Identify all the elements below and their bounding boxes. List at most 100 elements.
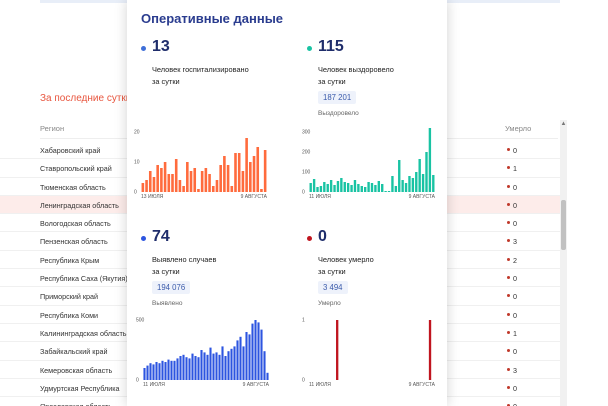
chart-bar[interactable] [167,359,170,380]
chart-bar[interactable] [381,184,384,192]
chart-bar[interactable] [204,168,208,192]
chart-bar[interactable] [343,182,346,192]
chart-bar[interactable] [219,165,222,192]
chart-bar[interactable] [367,182,370,192]
chart-bar[interactable] [252,156,256,192]
chart-bar[interactable] [404,183,408,192]
chart-bar[interactable] [211,186,215,192]
scrollbar-track[interactable] [560,120,567,406]
chart-bar[interactable] [152,364,155,380]
chart-bar[interactable] [152,177,156,192]
chart-bar[interactable] [179,356,182,380]
chart-bar[interactable] [218,354,221,380]
chart-bar[interactable] [251,323,254,380]
chart-bar[interactable] [242,346,245,380]
chart-bar[interactable] [236,340,239,380]
column-header-region[interactable]: Регион [40,124,65,133]
chart-bar[interactable] [200,350,203,380]
chart-bar[interactable] [206,354,209,380]
chart-bar[interactable] [191,353,194,380]
chart-bar[interactable] [164,362,167,380]
chart-bar[interactable] [418,159,421,192]
chart-bar[interactable] [221,346,224,380]
chart-bar[interactable] [227,351,230,380]
chart-bar[interactable] [173,360,176,380]
chart-bar[interactable] [340,178,343,192]
chart-bar[interactable] [203,352,206,380]
chart-bar[interactable] [428,320,432,380]
chart-bar[interactable] [326,184,329,192]
chart-bar[interactable] [432,175,435,192]
chart-bar[interactable] [353,180,357,192]
chart-bar[interactable] [239,336,242,380]
chart-bar[interactable] [233,346,236,380]
chart-bar[interactable] [226,165,230,192]
chart-bar[interactable] [182,354,185,380]
chart-bar[interactable] [237,153,241,192]
chart-bar[interactable] [319,186,323,192]
table-row[interactable]: Ярославская область 0 [0,397,560,406]
chart-bar[interactable] [360,186,363,192]
chart-bar[interactable] [149,363,152,380]
chart-bar[interactable] [256,147,260,192]
chart-bar[interactable] [309,183,312,192]
chart-bar[interactable] [158,363,161,380]
chart-bar[interactable] [260,189,263,192]
chart-bar[interactable] [188,358,191,380]
chart-bar[interactable] [398,160,401,192]
chart-bar[interactable] [391,176,394,192]
chart-bar[interactable] [370,183,374,192]
chart-bar[interactable] [254,320,257,380]
chart-bar[interactable] [411,178,415,192]
chart-bar[interactable] [194,356,197,380]
chart-bar[interactable] [161,360,164,380]
chart-bar[interactable] [263,150,267,192]
chart-bar[interactable] [415,172,418,192]
chart-bar[interactable] [230,186,234,192]
chart-bar[interactable] [141,183,145,192]
chart-bar[interactable] [224,356,227,380]
chart-bar[interactable] [178,180,182,192]
chart-bar[interactable] [197,357,200,380]
chart-bar[interactable] [171,174,174,192]
chart-bar[interactable] [374,185,377,192]
chart-bar[interactable] [241,171,245,192]
chart-bar[interactable] [316,187,319,192]
chart-bar[interactable] [186,162,189,192]
chart-bar[interactable] [215,352,218,380]
chart-bar[interactable] [185,357,188,380]
chart-bar[interactable] [155,362,158,380]
chart-bar[interactable] [357,184,360,192]
chart-bar[interactable] [323,182,326,192]
chart-bar[interactable] [245,138,248,192]
chart-bar[interactable] [148,171,152,192]
chart-bar[interactable] [223,156,226,192]
chart-bar[interactable] [174,159,178,192]
chart-bar[interactable] [176,358,179,380]
chart-bar[interactable] [197,189,200,192]
chart-bar[interactable] [248,334,251,380]
chart-bar[interactable] [160,168,163,192]
chart-bar[interactable] [401,180,404,192]
chart-bar[interactable] [234,153,237,192]
chart-bar[interactable] [263,351,266,380]
chart-bar[interactable] [167,174,171,192]
chart-bar[interactable] [145,180,148,192]
column-header-died[interactable]: Умерло [505,124,532,133]
chart-bar[interactable] [421,174,425,192]
chart-bar[interactable] [336,320,339,380]
chart-bar[interactable] [394,186,398,192]
chart-bar[interactable] [208,174,211,192]
chart-bar[interactable] [156,165,159,192]
chart-bar[interactable] [408,176,411,192]
chart-bar[interactable] [182,186,185,192]
chart-bar[interactable] [212,353,215,380]
scrollbar-thumb[interactable] [561,200,566,250]
chart-bar[interactable] [425,152,428,192]
chart-bar[interactable] [346,183,350,192]
chart-bar[interactable] [363,187,367,192]
chart-bar[interactable] [384,191,387,192]
chart-bar[interactable] [245,332,248,380]
chart-bar[interactable] [163,162,167,192]
chart-bar[interactable] [215,180,219,192]
